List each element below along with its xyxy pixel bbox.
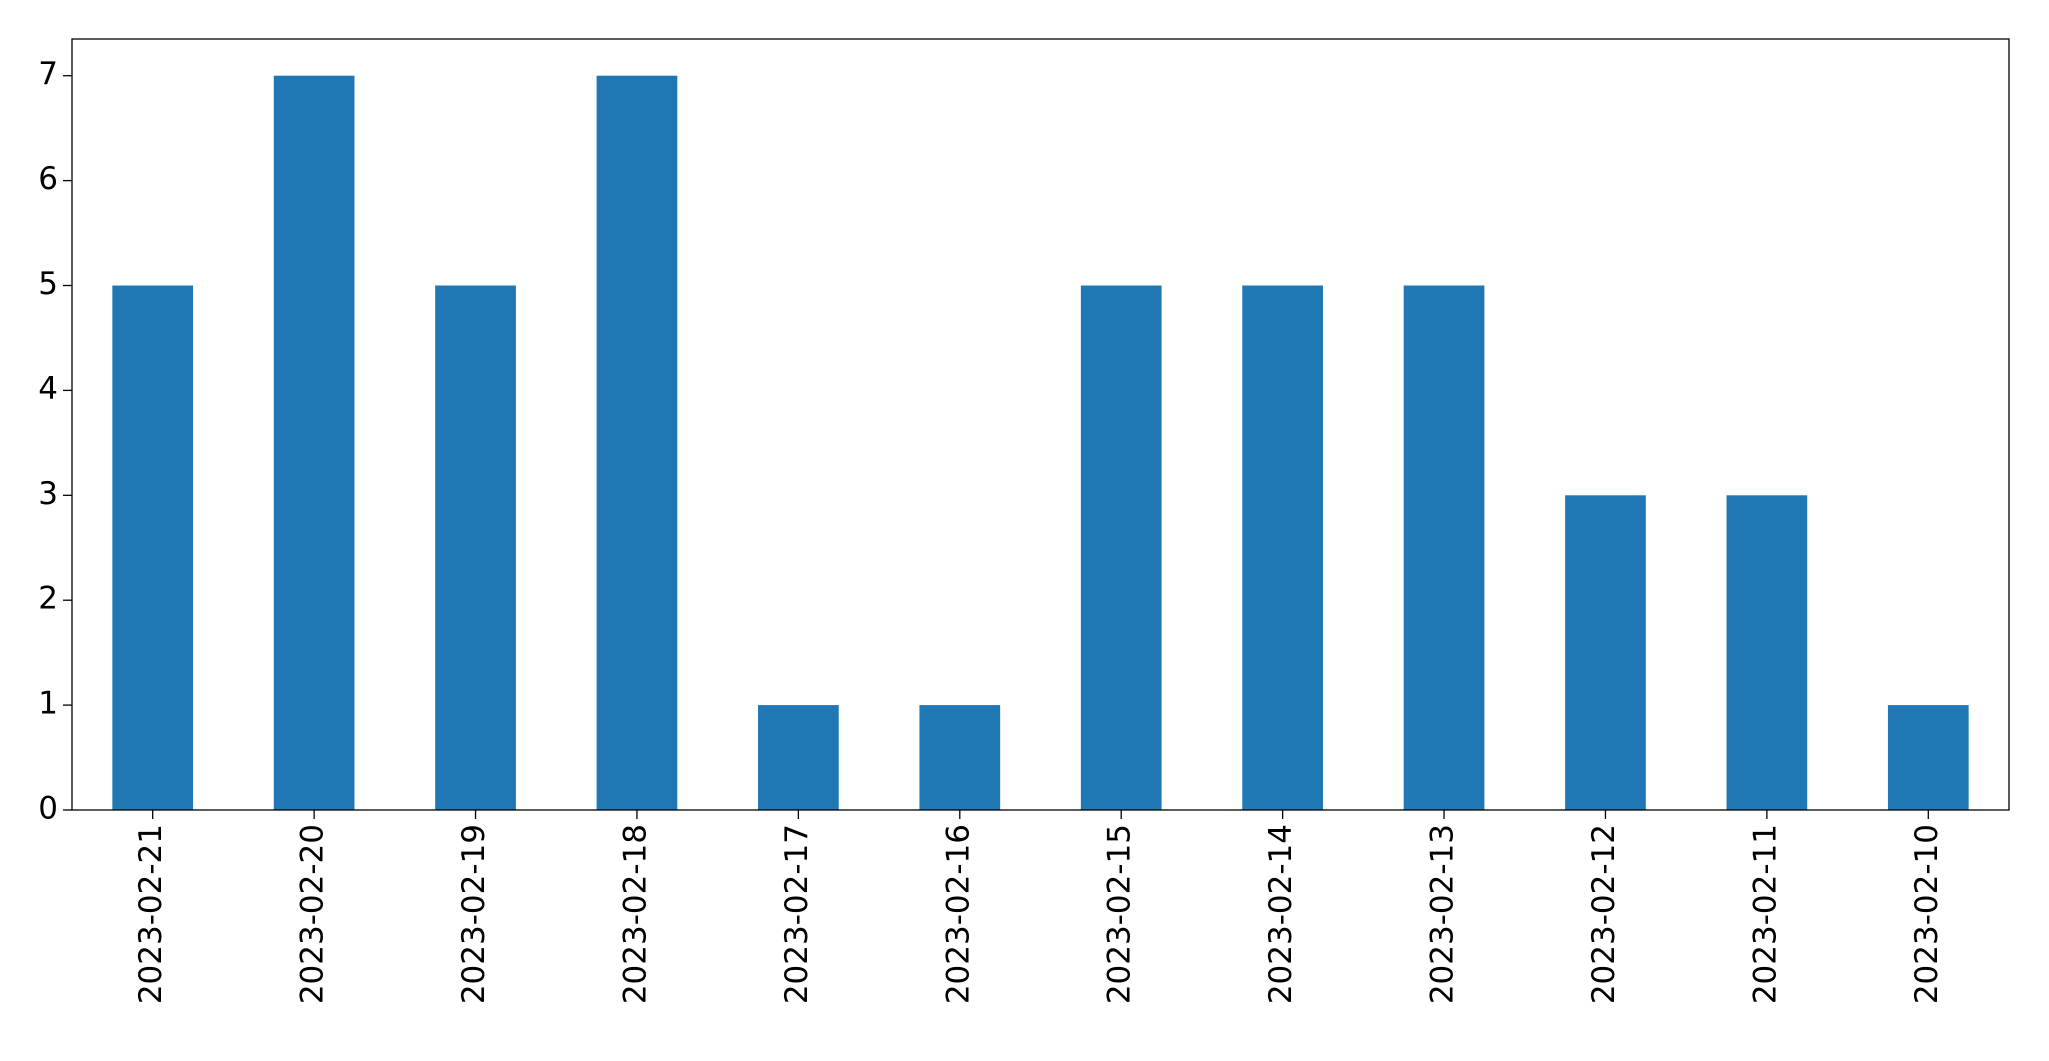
y-tick-label: 5 bbox=[38, 266, 58, 302]
y-tick-label: 3 bbox=[38, 476, 58, 512]
y-tick-label: 7 bbox=[38, 56, 58, 92]
bar bbox=[596, 75, 678, 810]
bar bbox=[1403, 285, 1485, 810]
bar bbox=[435, 285, 516, 810]
bar bbox=[1565, 495, 1646, 810]
x-tick-label: 2023-02-19 bbox=[456, 824, 492, 1004]
bar bbox=[273, 75, 355, 810]
x-tick-label: 2023-02-11 bbox=[1747, 824, 1783, 1004]
y-tick-label: 6 bbox=[38, 161, 58, 197]
x-tick-label: 2023-02-18 bbox=[617, 824, 653, 1004]
y-tick-label: 4 bbox=[38, 371, 58, 407]
x-tick-label: 2023-02-10 bbox=[1909, 824, 1945, 1004]
x-tick-label: 2023-02-13 bbox=[1425, 824, 1461, 1004]
x-tick-label: 2023-02-20 bbox=[295, 824, 331, 1004]
bar bbox=[1887, 705, 1969, 810]
x-tick-label: 2023-02-21 bbox=[133, 824, 169, 1004]
bar bbox=[1080, 285, 1162, 810]
bar bbox=[758, 705, 839, 810]
x-tick-label: 2023-02-17 bbox=[779, 824, 815, 1004]
bar bbox=[919, 705, 1001, 810]
y-tick-label: 0 bbox=[38, 791, 58, 827]
y-tick-label: 2 bbox=[38, 581, 58, 617]
x-tick-label: 2023-02-15 bbox=[1102, 824, 1138, 1004]
x-tick-label: 2023-02-12 bbox=[1586, 824, 1622, 1004]
bar bbox=[1726, 495, 1808, 810]
plot-frame bbox=[71, 38, 2010, 811]
y-tick-label: 1 bbox=[38, 686, 58, 722]
bar bbox=[1242, 285, 1323, 810]
bar bbox=[112, 285, 194, 810]
x-tick-label: 2023-02-16 bbox=[940, 824, 976, 1004]
x-tick-label: 2023-02-14 bbox=[1263, 824, 1299, 1004]
